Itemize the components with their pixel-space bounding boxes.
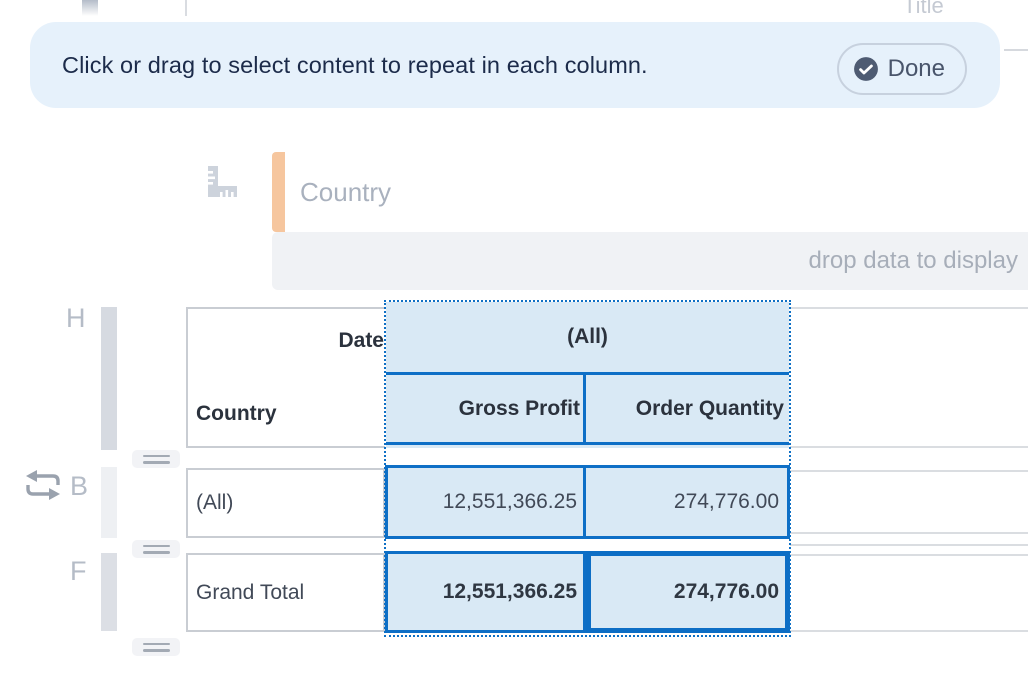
header-band-bar[interactable] [101, 307, 117, 450]
row-line [790, 554, 1028, 556]
body-cell-order-quantity[interactable]: 274,776.00 [673, 490, 779, 513]
drag-handle-header[interactable] [132, 450, 180, 468]
done-button[interactable]: Done [836, 43, 967, 95]
selected-footer-block[interactable]: 12,551,366.25 274,776.00 [385, 551, 790, 633]
ruler-square-icon [202, 163, 240, 206]
table-corner-cell[interactable]: Date Country [186, 307, 385, 448]
grand-total-label: Grand Total [196, 580, 305, 604]
grand-total-cell-gross-profit[interactable]: 12,551,366.25 [388, 554, 586, 630]
body-band-bar[interactable] [101, 467, 117, 538]
column-dimension-label: Date [338, 329, 384, 352]
data-drop-zone[interactable]: drop data to display [272, 232, 1028, 290]
row-line [790, 630, 1028, 632]
title-field-underline [1004, 49, 1028, 51]
body-cell-gross-profit[interactable]: 12,551,366.25 [388, 468, 586, 536]
title-field-label: Title [903, 0, 944, 18]
row-dimension-label: Country [196, 402, 277, 425]
column-group-header-cell[interactable]: (All) [386, 302, 789, 375]
table-border-remnant [185, 0, 187, 16]
column-group-header-label: (All) [567, 325, 608, 348]
measure-header-gross-profit[interactable]: Gross Profit [386, 375, 586, 442]
grand-total-header-cell[interactable]: Grand Total [186, 553, 385, 632]
drag-handle-footer[interactable] [132, 638, 180, 656]
row-line [790, 446, 1028, 448]
header-band-label: H [66, 303, 86, 333]
drop-zone-hint: drop data to display [808, 247, 1018, 274]
banner-message: Click or drag to select content to repea… [62, 51, 648, 78]
footer-band-bar[interactable] [101, 553, 117, 631]
row-line [790, 307, 1028, 309]
check-circle-icon [853, 56, 879, 82]
selected-header-block[interactable]: (All) Gross Profit Order Quantity [386, 302, 789, 448]
measure-header-order-quantity[interactable]: Order Quantity [635, 396, 784, 420]
repeat-icon [22, 468, 64, 507]
row-line [790, 544, 1028, 546]
body-row-header-cell[interactable]: (All) [186, 468, 385, 538]
done-button-label: Done [887, 55, 945, 82]
band-bar-remnant [82, 0, 98, 16]
repeat-selection-banner: Click or drag to select content to repea… [30, 22, 1000, 108]
row-dimension-field[interactable]: Country [272, 152, 1028, 232]
footer-band-label: F [70, 556, 87, 586]
selected-body-block[interactable]: 12,551,366.25 274,776.00 [385, 465, 790, 539]
row-line [790, 470, 1028, 472]
body-row-label: (All) [196, 491, 234, 514]
drag-handle-body[interactable] [132, 540, 180, 558]
row-dimension-value: Country [300, 176, 392, 207]
body-band-label: B [70, 471, 89, 501]
row-line [790, 532, 1028, 534]
grand-total-cell-order-quantity[interactable]: 274,776.00 [673, 580, 779, 603]
field-accent-bar [272, 152, 285, 232]
